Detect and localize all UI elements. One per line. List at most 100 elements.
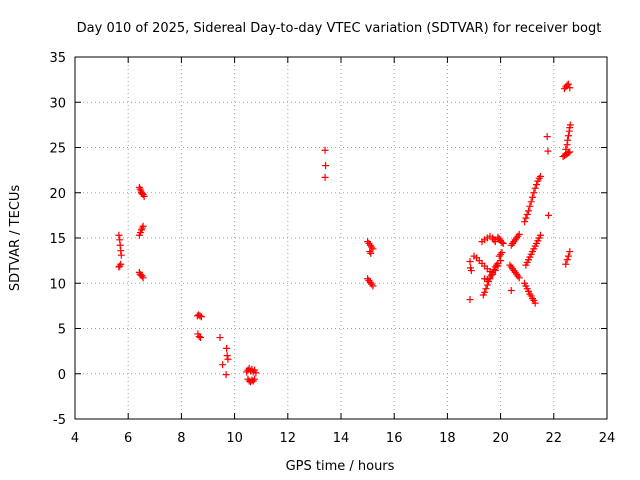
series-s06 xyxy=(193,311,205,321)
chart-title: Day 010 of 2025, Sidereal Day-to-day VTE… xyxy=(77,21,602,36)
grid-layer xyxy=(75,57,607,419)
series-s09 xyxy=(243,364,260,377)
data-point xyxy=(321,173,329,181)
data-point xyxy=(533,181,541,189)
data-point xyxy=(564,80,572,88)
data-point xyxy=(566,121,574,129)
data-point xyxy=(196,312,204,320)
series-s19 xyxy=(494,233,507,247)
series-s30 xyxy=(560,80,574,93)
data-point xyxy=(494,262,502,270)
x-tick-label: 10 xyxy=(226,431,243,446)
data-point xyxy=(139,222,147,230)
data-point xyxy=(537,172,544,180)
data-point xyxy=(481,288,489,296)
y-tick-label: 0 xyxy=(58,368,66,383)
series-s18 xyxy=(481,257,505,284)
data-point xyxy=(197,334,205,342)
data-point xyxy=(566,148,574,156)
series-s12 xyxy=(364,238,377,257)
data-point xyxy=(321,146,329,154)
data-point xyxy=(564,149,572,157)
y-tick-label: 15 xyxy=(49,232,66,247)
data-point xyxy=(498,239,506,247)
data-point xyxy=(117,251,125,259)
x-tick-label: 24 xyxy=(599,431,616,446)
x-tick-label: 16 xyxy=(386,431,403,446)
data-point xyxy=(530,189,538,197)
data-point xyxy=(222,371,230,379)
data-point xyxy=(466,258,474,266)
data-point xyxy=(525,207,533,215)
data-point xyxy=(499,239,507,247)
x-tick-label: 12 xyxy=(280,431,297,446)
data-point xyxy=(497,257,505,265)
data-point xyxy=(117,260,125,268)
x-tick-label: 14 xyxy=(333,431,350,446)
x-axis-label: GPS time / hours xyxy=(286,459,395,474)
data-point xyxy=(369,282,377,290)
series-s08 xyxy=(216,334,232,379)
data-point xyxy=(531,184,539,192)
data-point xyxy=(507,286,515,294)
data-point xyxy=(522,214,530,222)
tick-layer: 4 6 8 10 12 14 16 18 20 22 24 -5 0 5 10 15 20 25 30 35 xyxy=(49,51,615,446)
data-point xyxy=(529,193,537,201)
data-points xyxy=(115,80,574,386)
data-point xyxy=(482,285,490,293)
y-tick-label: -5 xyxy=(53,413,66,428)
data-point xyxy=(562,260,570,268)
y-tick-label: 10 xyxy=(49,277,66,292)
series-s01 xyxy=(115,231,125,259)
series-s24 xyxy=(521,172,544,226)
data-point xyxy=(531,299,539,307)
x-tick-label: 8 xyxy=(177,431,185,446)
y-tick-label: 35 xyxy=(49,51,66,66)
data-point xyxy=(216,334,224,342)
data-point xyxy=(223,344,231,352)
y-axis-label: SDTVAR / TECUs xyxy=(8,185,23,292)
data-point xyxy=(252,369,260,377)
data-point xyxy=(544,147,552,155)
series-s31 xyxy=(562,248,574,268)
y-tick-label: 20 xyxy=(49,187,66,202)
series-s29 xyxy=(562,121,574,153)
series-s13 xyxy=(364,275,377,290)
data-point xyxy=(515,230,523,238)
x-tick-label: 22 xyxy=(546,431,563,446)
data-point xyxy=(140,192,148,200)
series-s07 xyxy=(194,330,205,342)
data-point xyxy=(498,248,506,256)
data-point xyxy=(515,274,523,282)
series-s11 xyxy=(321,146,330,181)
series-s03 xyxy=(135,183,148,200)
series-s05 xyxy=(135,268,147,282)
data-point xyxy=(497,250,505,258)
data-point xyxy=(544,211,552,219)
series-s10 xyxy=(244,375,259,386)
data-point xyxy=(491,267,499,275)
series-s20 xyxy=(495,248,506,260)
series-s21 xyxy=(507,230,523,249)
x-tick-label: 18 xyxy=(439,431,456,446)
data-point xyxy=(466,296,474,304)
data-point xyxy=(116,262,124,270)
data-point xyxy=(564,136,572,144)
data-point xyxy=(526,202,534,210)
data-point xyxy=(489,270,497,278)
data-point xyxy=(219,361,227,369)
series-s27 xyxy=(543,133,552,219)
data-point xyxy=(521,218,529,226)
x-tick-label: 20 xyxy=(492,431,509,446)
series-s22 xyxy=(506,261,523,282)
y-tick-label: 30 xyxy=(49,96,66,111)
series-s23 xyxy=(507,286,515,294)
data-point xyxy=(251,375,259,383)
data-point xyxy=(563,256,571,264)
data-point xyxy=(527,198,535,206)
y-tick-label: 5 xyxy=(58,323,66,338)
series-s26 xyxy=(522,231,544,269)
data-point xyxy=(566,84,574,92)
